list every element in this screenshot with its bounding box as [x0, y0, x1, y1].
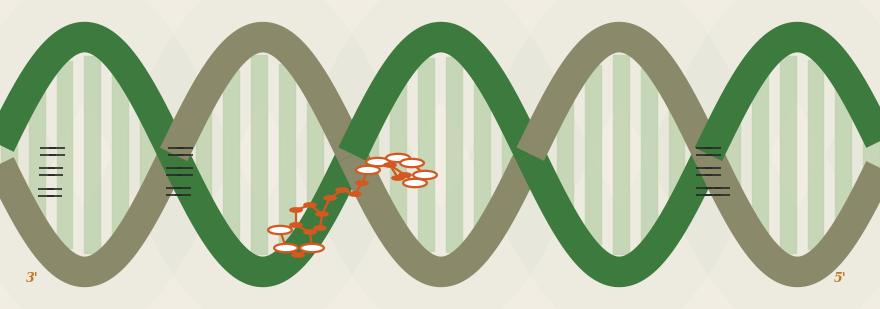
Bar [363, 122, 378, 187]
Circle shape [384, 163, 396, 167]
Bar [279, 64, 295, 245]
Bar [612, 55, 628, 254]
Bar [1, 131, 17, 178]
Circle shape [304, 230, 316, 234]
Bar [140, 111, 156, 198]
Bar [557, 97, 573, 212]
Circle shape [403, 179, 427, 187]
Bar [808, 60, 824, 249]
Circle shape [386, 154, 410, 162]
Bar [307, 94, 323, 215]
Bar [502, 119, 517, 190]
Bar [446, 57, 462, 252]
Circle shape [290, 208, 302, 212]
Bar [391, 82, 407, 227]
Text: 3': 3' [26, 272, 39, 285]
Bar [585, 65, 601, 244]
Circle shape [356, 181, 368, 185]
Circle shape [392, 176, 404, 180]
Text: 5': 5' [26, 68, 39, 81]
Bar [780, 56, 796, 253]
Circle shape [399, 173, 411, 177]
Bar [56, 61, 72, 248]
Circle shape [356, 166, 380, 174]
Bar [29, 88, 45, 221]
Bar [530, 142, 546, 167]
Circle shape [275, 244, 297, 252]
Circle shape [316, 212, 328, 216]
Circle shape [292, 253, 304, 257]
Text: 5': 5' [834, 272, 847, 285]
Text: 3': 3' [834, 68, 847, 81]
Bar [473, 79, 489, 230]
Circle shape [314, 226, 326, 230]
Bar [641, 68, 656, 241]
Bar [724, 114, 740, 195]
Bar [112, 74, 128, 235]
Circle shape [304, 203, 316, 207]
Bar [696, 147, 712, 162]
Bar [863, 128, 879, 181]
Bar [418, 58, 434, 251]
Circle shape [290, 223, 302, 227]
Bar [252, 55, 268, 254]
Bar [669, 101, 685, 208]
Circle shape [348, 192, 361, 196]
Bar [84, 56, 100, 253]
Bar [752, 76, 768, 233]
Bar [334, 138, 350, 171]
Circle shape [336, 188, 348, 192]
Bar [195, 104, 211, 205]
Circle shape [400, 159, 424, 167]
Circle shape [268, 226, 292, 234]
Circle shape [324, 196, 336, 200]
Bar [224, 70, 239, 239]
Circle shape [366, 158, 390, 166]
Circle shape [300, 244, 324, 252]
Circle shape [413, 171, 436, 179]
Bar [835, 86, 851, 223]
